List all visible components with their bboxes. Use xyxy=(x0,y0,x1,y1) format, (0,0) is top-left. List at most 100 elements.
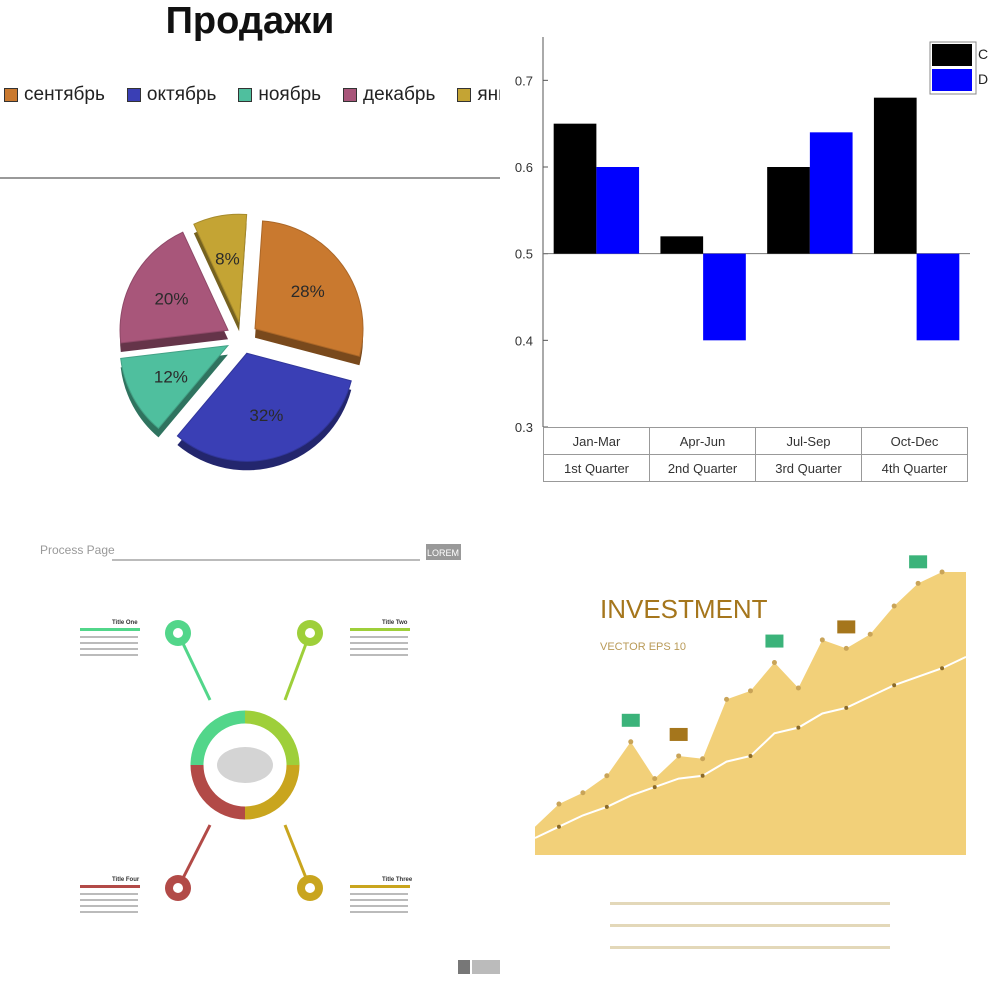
bar-D xyxy=(809,132,853,254)
y-tick-label: 0.6 xyxy=(515,160,533,175)
y-tick-label: 0.3 xyxy=(515,420,533,435)
pie-value-label: 28% xyxy=(291,282,325,301)
bar-C xyxy=(553,123,597,254)
caption-line xyxy=(610,902,890,905)
table-cell: 3rd Quarter xyxy=(755,454,862,482)
pie-value-label: 32% xyxy=(249,406,283,425)
icon-glyph xyxy=(173,628,183,638)
bar-C xyxy=(873,97,917,254)
table-cell: 4th Quarter xyxy=(861,454,968,482)
pie-slice xyxy=(120,344,230,430)
item-title: Title One xyxy=(112,620,138,626)
table-row: 1st Quarter 2nd Quarter 3rd Quarter 4th Qua… xyxy=(543,454,968,482)
item-title: Title Three xyxy=(382,877,413,883)
pie-slice xyxy=(193,213,248,323)
item-text-line xyxy=(80,642,138,644)
item-text-line xyxy=(80,636,138,638)
ring-segment xyxy=(244,764,300,820)
process-panel: Process Page LOREM Title One Title Two Title… xyxy=(0,500,500,1000)
table-cell: 1st Quarter xyxy=(543,454,650,482)
legend-label: сентябрь xyxy=(24,84,105,105)
area-point xyxy=(748,688,753,694)
area-point xyxy=(676,753,682,759)
item-text-line xyxy=(350,899,408,901)
caption-line xyxy=(610,924,890,927)
item-underline xyxy=(350,628,410,631)
item-text-line xyxy=(80,893,138,895)
flag-marker xyxy=(765,634,784,648)
legend-label: декабрь xyxy=(363,84,436,105)
legend-label: C xyxy=(978,46,988,62)
area-point xyxy=(939,569,945,575)
pie-chart-title: Продажи xyxy=(165,0,335,42)
line-point xyxy=(652,785,657,790)
world-map-icon xyxy=(217,747,273,783)
item-text-line xyxy=(80,654,138,656)
item-text-line xyxy=(80,905,138,907)
lorem-button xyxy=(426,544,461,560)
flag-marker xyxy=(669,727,688,741)
pie-slice xyxy=(254,220,364,357)
pie-legend: сентябрь октябрь ноябрь декабрь январь xyxy=(4,84,500,106)
item-text-line xyxy=(350,648,408,650)
y-tick-label: 0.7 xyxy=(515,73,533,88)
flag-marker xyxy=(621,713,640,727)
item-title: Title Two xyxy=(382,620,408,626)
bar-chart-svg: 0.3 0.4 0.5 0.6 0.7 CD xyxy=(515,37,988,435)
item-text-line xyxy=(350,654,408,656)
area-point xyxy=(556,801,562,807)
bar-category-table: Jan-Mar Apr-Jun Jul-Sep Oct-Dec 1st Quarter 2… xyxy=(543,427,968,482)
item-text-line xyxy=(80,648,138,650)
legend-swatch xyxy=(457,88,472,102)
pie-value-label: 20% xyxy=(154,290,188,309)
legend-item: декабрь xyxy=(343,84,435,106)
investment-panel: INVESTMENT VECTOR EPS 10 xyxy=(500,500,1000,1000)
area-fill xyxy=(535,572,966,855)
investment-subtitle: VECTOR EPS 10 xyxy=(600,641,686,653)
legend-swatch xyxy=(932,44,972,66)
item-title: Title Four xyxy=(112,877,140,883)
icon-glyph xyxy=(305,883,315,893)
line-point xyxy=(940,666,945,671)
area-point xyxy=(867,631,873,637)
area-point xyxy=(628,739,634,745)
page-marker-bar xyxy=(472,960,500,974)
pie-chart-panel: Продажи сентябрь октябрь ноябрь декабрь янва… xyxy=(0,0,500,500)
line-point xyxy=(604,804,609,809)
bar-C xyxy=(767,167,810,254)
icon-glyph xyxy=(305,628,315,638)
legend-item: ноябрь xyxy=(238,84,321,106)
item-text-line xyxy=(350,905,408,907)
item-text-line xyxy=(80,911,138,913)
item-underline xyxy=(80,885,140,888)
line-point xyxy=(796,725,801,730)
area-point xyxy=(771,660,777,666)
legend-label: ноябрь xyxy=(258,84,322,105)
table-cell: 2nd Quarter xyxy=(649,454,756,482)
bar-C xyxy=(660,236,704,254)
pie-slice xyxy=(119,231,229,344)
table-row: Jan-Mar Apr-Jun Jul-Sep Oct-Dec xyxy=(543,427,968,455)
process-svg: Process Page LOREM Title One Title Two Title… xyxy=(40,543,500,974)
legend-swatch xyxy=(343,88,358,102)
investment-svg: INVESTMENT VECTOR EPS 10 xyxy=(534,555,967,949)
legend-swatch xyxy=(126,88,141,102)
process-title: Process Page xyxy=(40,543,115,557)
bar-D xyxy=(703,253,746,341)
bar-D xyxy=(916,253,960,341)
item-text-line xyxy=(350,636,408,638)
area-point xyxy=(891,603,897,609)
pie-value-label: 12% xyxy=(154,367,188,386)
line-point xyxy=(748,753,753,758)
legend-item: сентябрь xyxy=(4,84,105,106)
ring-segment xyxy=(190,764,246,820)
line-point xyxy=(556,824,561,829)
investment-title: INVESTMENT xyxy=(600,594,768,624)
legend-label: январь xyxy=(477,84,500,105)
item-underline xyxy=(80,628,140,631)
page-marker xyxy=(458,960,470,974)
item-text-line xyxy=(350,911,408,913)
caption-line xyxy=(610,946,890,949)
legend-swatch xyxy=(238,88,253,102)
line-point xyxy=(892,683,897,688)
